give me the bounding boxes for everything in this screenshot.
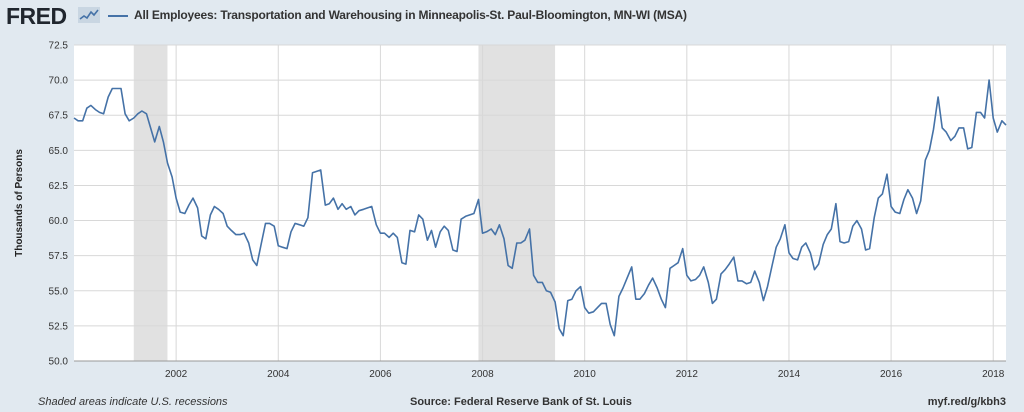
- grid-lines: [74, 44, 1006, 362]
- x-tick-label: 2006: [369, 369, 392, 380]
- y-tick-label: 55.0: [49, 286, 69, 297]
- x-tick-label: 2012: [676, 369, 699, 380]
- y-tick-label: 70.0: [49, 76, 69, 87]
- y-tick-label: 67.5: [49, 111, 69, 122]
- x-tick-label: 2008: [471, 369, 494, 380]
- fred-logo[interactable]: FRED: [6, 3, 67, 29]
- y-tick-label: 72.5: [49, 41, 69, 52]
- y-tick-label: 60.0: [49, 216, 69, 227]
- sparkline-icon: [78, 7, 100, 23]
- y-tick-label: 57.5: [49, 251, 69, 262]
- x-tick-label: 2018: [982, 369, 1005, 380]
- source-note: Source: Federal Reserve Bank of St. Loui…: [410, 396, 632, 408]
- x-tick-label: 2004: [267, 369, 290, 380]
- y-tick-label: 65.0: [49, 146, 69, 157]
- x-tick-label: 2016: [880, 369, 903, 380]
- x-axis-ticks: 2002 2004 2006 2008 2010 2012 2014 2016 2018: [165, 369, 1005, 380]
- series-line: [73, 79, 1007, 337]
- short-link[interactable]: myf.red/g/kbh3: [927, 396, 1006, 408]
- chart-title: All Employees: Transportation and Wareho…: [134, 8, 687, 22]
- x-tick-label: 2002: [165, 369, 188, 380]
- y-axis-ticks: 50.0 52.5 55.0 57.5 60.0 62.5 65.0 67.5 70.0 72.5: [49, 41, 69, 368]
- y-tick-label: 52.5: [49, 321, 69, 332]
- recession-band-1: [478, 45, 556, 361]
- y-tick-label: 50.0: [49, 357, 69, 368]
- x-tick-label: 2010: [574, 369, 597, 380]
- recession-note: Shaded areas indicate U.S. recessions: [38, 396, 228, 408]
- legend-line-marker: [108, 15, 128, 17]
- x-tick-label: 2014: [778, 369, 801, 380]
- recession-band-0: [133, 45, 168, 361]
- chart-header: FRED All Employees: Transportation and W…: [0, 0, 1024, 34]
- recession-shading: [133, 45, 556, 361]
- y-axis-label: Thousands of Persons: [14, 149, 25, 257]
- y-tick-label: 62.5: [49, 181, 69, 192]
